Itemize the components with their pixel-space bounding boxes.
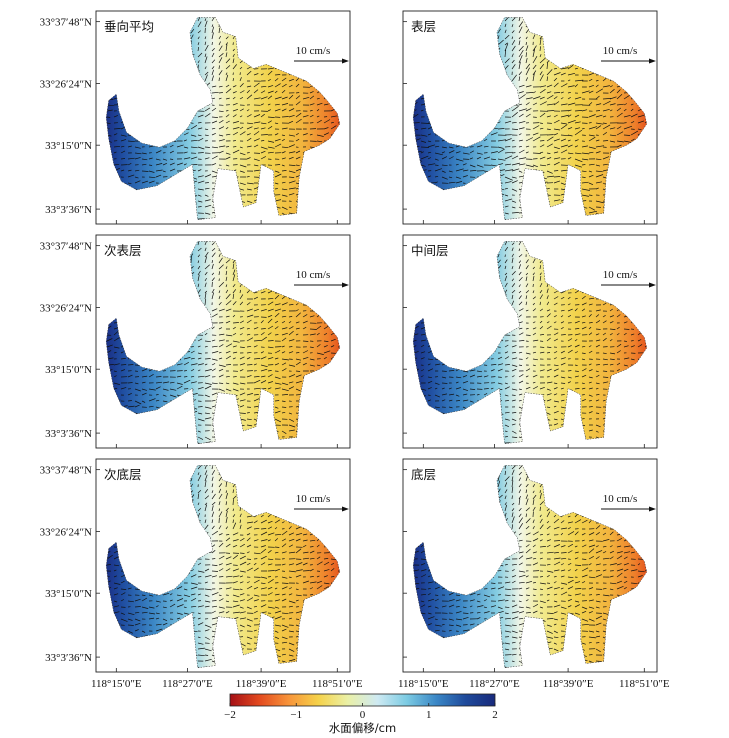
scale-arrowhead [649,282,656,288]
scale-arrowhead [649,58,656,64]
colorbar-tick-label: 1 [426,709,432,721]
colorbar-tick-label: 0 [360,709,366,721]
panel-title: 底层 [411,467,436,482]
lake-water-surface [413,17,647,220]
x-tick-label: 118°27′0″E [162,678,213,690]
lake-shoreline [412,17,648,220]
y-tick-label: 33°15′0″N [45,588,92,600]
y-tick-label: 33°26′24″N [40,526,92,538]
scale-arrowhead [342,506,349,512]
x-tick-label: 118°39′0″E [236,678,287,690]
panel-4: 中间层 10 cm/s [402,234,658,449]
scale-arrowhead [342,282,349,288]
scale-label: 10 cm/s [296,45,331,57]
panel-title: 表层 [411,19,436,34]
y-tick-label: 33°26′24″N [40,302,92,314]
y-tick-label: 33°3′36″N [45,428,92,440]
scale-label: 10 cm/s [603,269,638,281]
panels-layer: 垂向平均 10 cm/s 33°37′48″N 33°26′24″N 33°15′0″N… [40,10,670,690]
scale-arrowhead [649,506,656,512]
x-tick-label: 118°27′0″E [469,678,520,690]
y-tick-label: 33°37′48″N [40,465,92,477]
x-tick-label: 118°15′0″E [91,678,142,690]
panel-5: 次底层 10 cm/s 33°37′48″N 33°26′24″N 33°15′0″N 3… [40,458,363,690]
y-tick-label: 33°26′24″N [40,78,92,90]
y-tick-label: 33°15′0″N [45,364,92,376]
colorbar: −2 −1 0 1 2 水面偏移/cm [224,693,498,735]
y-tick-label: 33°37′48″N [40,241,92,253]
scale-label: 10 cm/s [603,45,638,57]
lake-shoreline [105,17,341,220]
x-tick-label: 118°51′0″E [312,678,363,690]
colorbar-tick-label: 2 [492,709,498,721]
panel-title: 中间层 [411,243,449,258]
lake-shoreline [412,241,648,444]
panel-title: 次底层 [104,467,142,482]
lake-water-surface [106,241,340,444]
panel-6: 底层 10 cm/s 118°15′0″E 118°27′0″E 118°39′0″E 1… [398,458,670,690]
panel-title: 垂向平均 [104,19,154,34]
lake-water-surface [413,465,647,668]
panel-2: 表层 10 cm/s [402,10,658,225]
y-tick-label: 33°3′36″N [45,204,92,216]
lake-water-surface [106,17,340,220]
scale-label: 10 cm/s [296,269,331,281]
y-tick-label: 33°15′0″N [45,140,92,152]
panel-3: 次表层 10 cm/s 33°37′48″N 33°26′24″N 33°15′0″N 3… [40,234,351,449]
lake-water-surface [106,465,340,668]
y-tick-label: 33°3′36″N [45,652,92,664]
scale-arrowhead [342,58,349,64]
panel-1: 垂向平均 10 cm/s 33°37′48″N 33°26′24″N 33°15′0″N… [40,10,351,225]
colorbar-label: 水面偏移/cm [329,721,396,735]
x-tick-label: 118°39′0″E [543,678,594,690]
scale-label: 10 cm/s [296,493,331,505]
lake-shoreline [105,465,341,668]
scale-label: 10 cm/s [603,493,638,505]
x-tick-label: 118°15′0″E [398,678,449,690]
colorbar-tick-label: −2 [224,709,236,721]
colorbar-tick-label: −1 [290,709,302,721]
lake-shoreline [105,241,341,444]
lake-water-surface [413,241,647,444]
panel-title: 次表层 [104,243,142,258]
lake-shoreline [412,465,648,668]
y-tick-label: 33°37′48″N [40,17,92,29]
x-tick-label: 118°51′0″E [619,678,670,690]
